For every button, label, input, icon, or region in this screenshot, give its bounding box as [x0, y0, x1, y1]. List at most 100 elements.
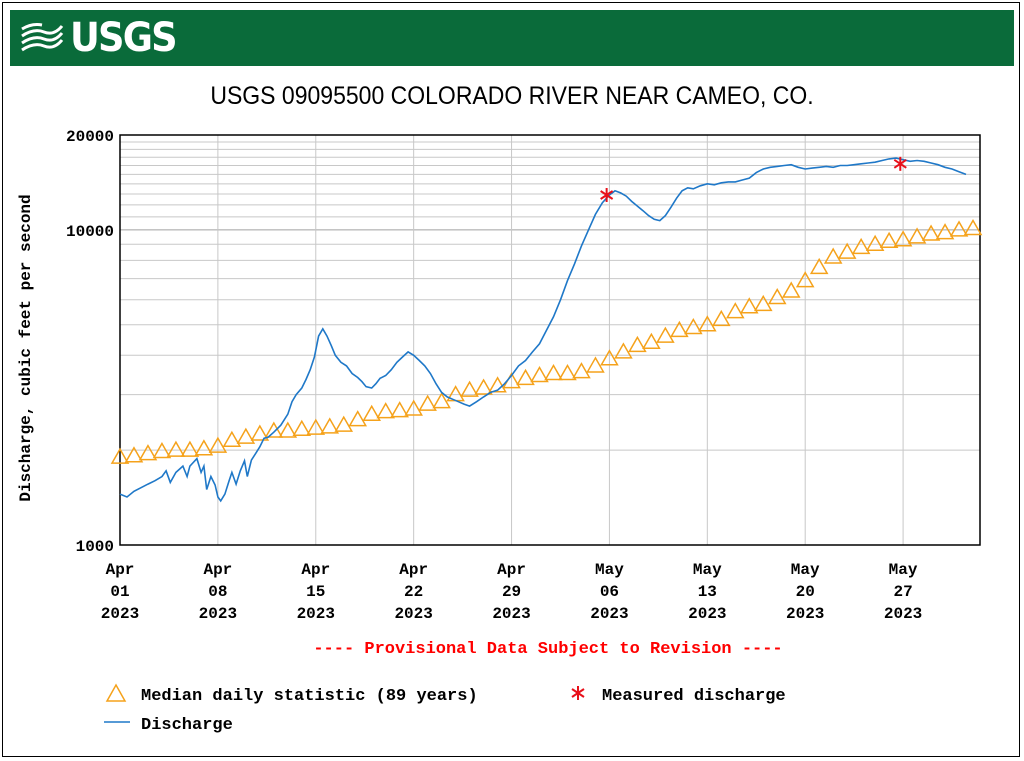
median-triangle-marker — [600, 349, 619, 366]
median-triangle-marker — [278, 421, 298, 438]
median-triangle-marker — [334, 415, 354, 432]
median-triangle-marker — [698, 315, 717, 332]
x-tick-label: 2023 — [688, 605, 726, 623]
median-triangle-marker — [949, 220, 969, 237]
x-tick-label: 2023 — [101, 605, 139, 623]
median-triangle-marker — [837, 242, 857, 259]
median-triangle-marker — [935, 223, 955, 240]
median-triangle-marker — [530, 366, 549, 383]
median-triangle-marker — [907, 227, 927, 244]
median-triangle-marker — [124, 446, 144, 463]
measured-series — [600, 156, 907, 203]
x-tick-label: Apr — [106, 561, 135, 579]
x-tick-label: Apr — [399, 561, 428, 579]
legend: Median daily statistic (89 years) Measur… — [104, 683, 786, 735]
plot-grid — [120, 134, 980, 545]
x-tick-label: 27 — [893, 583, 912, 601]
median-triangle-marker — [292, 419, 312, 436]
median-triangle-marker — [404, 399, 423, 416]
median-triangle-marker — [208, 436, 228, 453]
provisional-notice: ---- Provisional Data Subject to Revisio… — [313, 640, 782, 659]
x-tick-label: 2023 — [297, 605, 335, 623]
median-triangle-marker — [250, 424, 270, 441]
measured-asterisk-marker — [600, 188, 614, 203]
median-triangle-marker — [110, 447, 130, 464]
median-triangle-marker — [586, 356, 605, 373]
median-triangle-marker — [614, 342, 633, 359]
median-triangle-marker — [823, 247, 843, 264]
y-tick-label: 20000 — [66, 128, 114, 146]
median-triangle-marker — [795, 271, 815, 288]
median-triangle-marker — [893, 230, 913, 247]
x-tick-label: 2023 — [786, 605, 824, 623]
median-triangle-marker — [390, 401, 409, 418]
median-triangle-marker — [306, 418, 326, 435]
median-triangle-marker — [879, 231, 899, 249]
x-tick-label: 2023 — [492, 605, 530, 623]
median-triangle-marker — [460, 380, 479, 397]
median-triangle-marker — [222, 430, 242, 447]
median-triangle-marker — [572, 362, 591, 379]
legend-discharge-label: Discharge — [141, 716, 233, 735]
median-triangle-marker — [739, 297, 759, 314]
chart-title: USGS 09095500 COLORADO RIVER NEAR CAMEO,… — [210, 82, 814, 110]
y-tick-label: 10000 — [66, 223, 114, 241]
median-triangle-marker — [138, 444, 158, 461]
legend-median-label: Median daily statistic (89 years) — [141, 687, 478, 706]
plot-area-border — [119, 134, 981, 546]
x-tick-label: May — [595, 561, 624, 579]
x-tick-label: May — [791, 561, 820, 579]
median-triangle-marker — [544, 364, 563, 381]
usgs-banner: USGS — [10, 10, 1014, 66]
x-tick-label: 06 — [600, 583, 619, 601]
median-series — [110, 218, 983, 464]
x-tick-label: Apr — [203, 561, 232, 579]
median-triangle-marker — [236, 427, 256, 444]
measured-asterisk-marker — [893, 156, 907, 171]
median-triangle-marker — [725, 302, 745, 319]
legend-asterisk — [571, 686, 585, 700]
x-tick-label: 2023 — [590, 605, 628, 623]
usgs-logo-text: USGS — [70, 15, 178, 61]
usgs-wave-icon — [21, 23, 64, 52]
x-tick-label: 13 — [698, 583, 717, 601]
x-tick-label: 08 — [208, 583, 227, 601]
usgs-logo: USGS — [20, 15, 185, 61]
median-triangle-marker — [963, 218, 983, 236]
median-triangle-marker — [781, 281, 801, 298]
median-triangle-marker — [670, 320, 689, 338]
median-triangle-marker — [712, 309, 731, 327]
x-tick-label: 2023 — [199, 605, 237, 623]
median-triangle-marker — [558, 364, 577, 381]
median-triangle-marker — [851, 237, 871, 255]
median-triangle-marker — [865, 234, 885, 252]
median-triangle-marker — [376, 402, 395, 419]
median-triangle-marker — [753, 294, 773, 312]
median-triangle-marker — [809, 257, 829, 275]
median-triangle-marker — [432, 392, 451, 409]
median-triangle-marker — [418, 394, 437, 411]
y-tick-label: 1000 — [76, 538, 114, 556]
median-triangle-marker — [264, 421, 284, 438]
median-triangle-marker — [656, 326, 675, 343]
median-triangle-marker — [152, 441, 172, 459]
x-tick-label: May — [693, 561, 722, 579]
median-triangle-marker — [474, 378, 493, 395]
median-triangle-marker — [642, 332, 661, 349]
median-triangle-marker — [488, 376, 507, 393]
x-tick-label: 01 — [110, 583, 129, 601]
median-triangle-marker — [767, 288, 787, 305]
x-tick-label: Apr — [301, 561, 330, 579]
legend-median-triangle-icon — [105, 683, 127, 702]
x-tick-label: 22 — [404, 583, 423, 601]
median-triangle-marker — [921, 224, 941, 241]
legend-measured-label: Measured discharge — [602, 687, 786, 706]
x-tick-label: 15 — [306, 583, 325, 601]
median-triangle-marker — [628, 335, 647, 353]
median-triangle-marker — [516, 368, 535, 386]
median-triangle-marker — [194, 439, 214, 456]
x-tick-label: 2023 — [884, 605, 922, 623]
discharge-series-line — [119, 157, 967, 503]
x-axis-ticks: Apr 01 2023 Apr 08 2023 Apr 15 2023 Apr 22 2023 Apr 2… — [101, 561, 922, 623]
